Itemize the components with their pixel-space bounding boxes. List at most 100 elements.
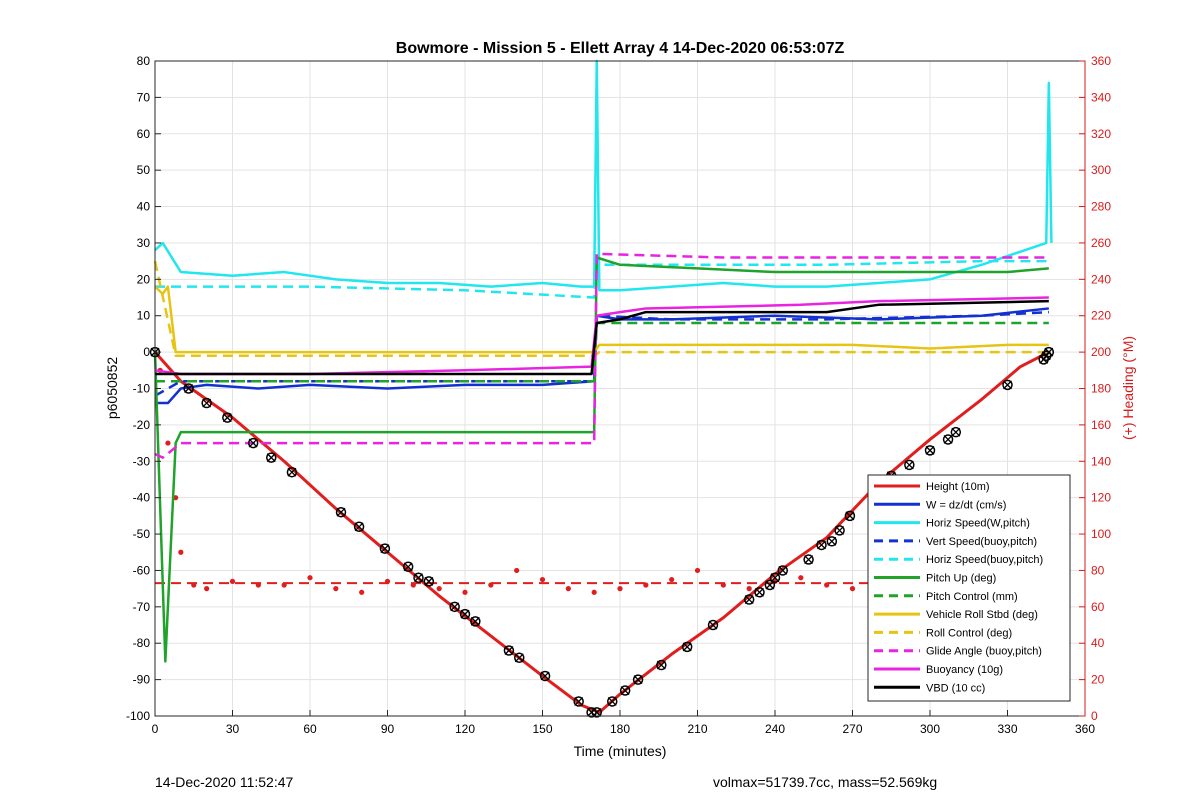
x-tick-label: 0 <box>152 722 159 736</box>
height-marker-cross <box>336 507 346 517</box>
height-marker-cross <box>633 675 643 685</box>
height-marker <box>769 572 781 583</box>
x-tick-label: 150 <box>532 722 552 736</box>
height-marker-cross <box>951 427 961 437</box>
heading-point <box>643 582 649 588</box>
footer-timestamp: 14-Dec-2020 11:52:47 <box>155 774 294 790</box>
height-marker <box>754 587 765 598</box>
series-line <box>155 299 1049 376</box>
y-right-tick-label: 20 <box>1091 673 1105 687</box>
heading-point <box>191 582 197 588</box>
y-right-tick-label: 260 <box>1091 236 1111 250</box>
y-right-tick-label: 240 <box>1091 272 1111 286</box>
height-marker <box>266 452 277 463</box>
x-tick-label: 210 <box>687 722 707 736</box>
y-tick-label: -50 <box>133 527 151 541</box>
y-right-tick-label: 360 <box>1091 54 1111 68</box>
height-marker-cross <box>778 565 788 575</box>
x-tick-label: 300 <box>920 722 940 736</box>
legend-label: Pitch Up (deg) <box>926 573 996 585</box>
height-marker <box>247 437 259 449</box>
legend-label: Pitch Control (mm) <box>926 591 1018 603</box>
heading-point <box>824 582 830 588</box>
height-marker-cross <box>504 646 514 655</box>
heading-point <box>410 582 416 588</box>
y-right-tick-label: 140 <box>1091 454 1111 468</box>
heading-point <box>694 567 701 574</box>
series-line <box>153 260 1049 357</box>
x-tick-label: 240 <box>765 722 785 736</box>
height-marker <box>844 510 856 522</box>
height-marker <box>503 645 515 656</box>
height-marker <box>402 561 414 573</box>
height-marker <box>423 576 435 587</box>
height-marker <box>379 543 391 554</box>
height-marker-cross <box>202 398 212 408</box>
y-tick-label: 0 <box>143 345 150 359</box>
series-line <box>153 350 1050 714</box>
height-marker <box>335 506 347 518</box>
y-right-tick-label: 300 <box>1091 163 1111 177</box>
height-marker-cross <box>414 573 423 583</box>
y-right-tick-label: 120 <box>1091 491 1111 505</box>
x-tick-label: 330 <box>997 722 1017 736</box>
height-marker-cross <box>403 562 413 572</box>
series-line <box>154 285 1049 354</box>
legend-label: W = dz/dt (cm/s) <box>926 499 1006 511</box>
height-marker-cross <box>248 438 258 448</box>
x-tick-label: 360 <box>1075 722 1095 736</box>
height-marker-cross <box>574 696 584 706</box>
y-right-tick-label: 160 <box>1091 418 1111 432</box>
heading-point <box>229 578 236 584</box>
y-axis-label: p6050852 <box>104 357 120 420</box>
heading-point <box>281 582 287 588</box>
height-marker <box>707 619 719 631</box>
heading-point <box>849 586 856 592</box>
legend-label: Horiz Speed(W,pitch) <box>926 518 1030 530</box>
heading-point <box>384 578 391 584</box>
x-tick-label: 90 <box>381 722 395 736</box>
y-tick-label: 70 <box>137 90 151 104</box>
height-marker-cross <box>835 525 845 535</box>
y-tick-label: -60 <box>133 563 151 577</box>
height-marker <box>619 685 631 696</box>
height-marker-cross <box>222 413 232 423</box>
y-tick-label: 50 <box>137 163 151 177</box>
x-tick-label: 30 <box>226 722 240 736</box>
y-tick-label: -100 <box>126 709 150 723</box>
height-marker <box>803 554 814 565</box>
heading-point <box>591 589 597 595</box>
y-tick-label: -20 <box>133 418 151 432</box>
y-tick-label: -40 <box>133 491 151 505</box>
y-tick-label: -30 <box>133 454 151 468</box>
legend-label: Buoyancy (10g) <box>926 664 1003 676</box>
legend-label: Height (10m) <box>926 481 990 493</box>
height-marker-cross <box>460 609 470 619</box>
x-axis-label: Time (minutes) <box>574 743 667 759</box>
heading-point <box>307 575 313 581</box>
height-marker <box>413 572 424 583</box>
height-marker <box>470 616 481 627</box>
series-line <box>154 59 1053 292</box>
heading-point <box>178 549 184 555</box>
height-marker <box>743 594 755 605</box>
legend-label: Roll Control (deg) <box>926 627 1012 639</box>
legend-label: Glide Angle (buoy,pitch) <box>926 646 1042 658</box>
heading-point <box>255 582 261 588</box>
y-right-tick-label: 180 <box>1091 382 1111 396</box>
legend-label: Horiz Speed(buoy,pitch) <box>926 554 1043 566</box>
series-line <box>154 296 1049 376</box>
heading-point <box>539 576 546 583</box>
y-tick-label: 60 <box>137 127 151 141</box>
series-line <box>154 252 1049 459</box>
height-marker-cross <box>540 671 550 681</box>
heading-point <box>333 586 339 592</box>
height-marker-cross <box>1044 347 1054 357</box>
height-marker <box>924 445 936 456</box>
y-tick-label: 40 <box>137 200 151 214</box>
y-axis-right-label: (+) Heading (°M) <box>1120 336 1136 440</box>
series-line <box>153 256 1049 663</box>
height-marker <box>286 466 298 478</box>
height-marker <box>1002 379 1013 391</box>
y-tick-label: 20 <box>137 272 151 286</box>
